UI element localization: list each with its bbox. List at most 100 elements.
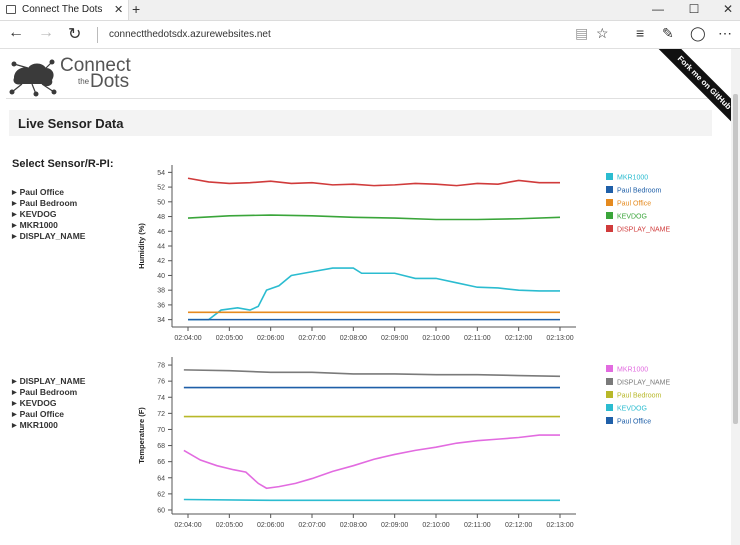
x-tick-label: 02:13:00 — [546, 335, 573, 342]
series-line — [183, 434, 560, 490]
header-divider — [6, 98, 712, 99]
logo-text-dots: Dots — [90, 71, 130, 92]
legend-swatch — [606, 404, 613, 411]
x-tick-label: 02:04:00 — [174, 522, 201, 529]
tab-bar: Connect The Dots ✕ + — ☐ ✕ — [0, 0, 740, 21]
legend-swatch — [606, 173, 613, 180]
series-line — [183, 498, 560, 502]
y-tick-label: 60 — [157, 507, 165, 514]
web-note-icon[interactable]: ✎ — [662, 25, 674, 41]
y-tick-label: 72 — [157, 411, 165, 418]
minimize-button[interactable]: — — [652, 2, 664, 16]
back-icon[interactable]: ← — [8, 24, 24, 41]
x-tick-label: 02:10:00 — [422, 335, 449, 342]
favorite-star-icon[interactable]: ☆ — [596, 25, 609, 41]
y-tick-label: 68 — [157, 443, 165, 450]
legend-label: KEVDOG — [617, 406, 647, 413]
legend-label: KEVDOG — [617, 214, 647, 221]
humidity-chart: 34 36 38 40 42 44 46 48 50 52 54 02:04:00 02:05:00 02… — [137, 165, 670, 342]
logo-text-small: the — [78, 77, 90, 86]
humidity-sensor-list: Paul Office Paul Bedroom KEVDOG MKR1000 … — [12, 188, 86, 243]
x-tick-label: 02:06:00 — [257, 335, 284, 342]
sensor-item[interactable]: DISPLAY_NAME — [12, 232, 86, 243]
browser-tab[interactable]: Connect The Dots ✕ — [0, 0, 129, 20]
y-tick-label: 64 — [157, 475, 165, 482]
forward-icon[interactable]: → — [38, 24, 54, 41]
x-tick-label: 02:12:00 — [505, 335, 532, 342]
legend-label: DISPLAY_NAME — [617, 227, 670, 234]
y-tick-label: 46 — [157, 229, 165, 236]
sensor-item[interactable]: MKR1000 — [12, 421, 85, 432]
logo-text: Connect — [60, 55, 131, 76]
legend-label: Paul Office — [617, 419, 651, 426]
y-tick-label: 54 — [157, 170, 165, 177]
temperature-sensor-list: DISPLAY_NAME Paul Bedroom KEVDOG Paul Of… — [12, 377, 86, 432]
tab-close-icon[interactable]: ✕ — [114, 4, 124, 16]
series-line — [187, 177, 560, 187]
y-tick-label: 70 — [157, 427, 165, 434]
sensor-select-label: Select Sensor/R-PI: — [12, 158, 114, 170]
x-tick-label: 02:07:00 — [298, 335, 325, 342]
y-tick-label: 52 — [157, 185, 165, 192]
x-tick-label: 02:09:00 — [381, 335, 408, 342]
url-field[interactable]: connectthedotsdx.azurewebsites.net — [109, 29, 271, 40]
x-tick-label: 02:09:00 — [381, 522, 408, 529]
legend-swatch — [606, 199, 613, 206]
legend-swatch — [606, 365, 613, 372]
page-title: Live Sensor Data — [18, 116, 124, 131]
x-tick-label: 02:12:00 — [505, 522, 532, 529]
section-header: Live Sensor Data — [9, 110, 712, 136]
reading-view-icon[interactable]: ▤ — [575, 25, 589, 41]
y-tick-label: 74 — [157, 395, 165, 402]
vertical-scrollbar[interactable] — [731, 49, 740, 545]
y-axis-label: Humidity (%) — [137, 223, 146, 269]
address-bar: ← → ↻ connectthedotsdx.azurewebsites.net… — [0, 21, 740, 49]
series-line — [188, 267, 560, 321]
more-icon[interactable]: ⋯ — [718, 25, 732, 41]
sensor-item[interactable]: KEVDOG — [12, 399, 85, 410]
hub-icon[interactable]: ≡ — [636, 25, 645, 41]
close-window-button[interactable]: ✕ — [722, 2, 734, 16]
x-tick-label: 02:10:00 — [422, 522, 449, 529]
y-tick-label: 36 — [157, 302, 165, 309]
sensor-item[interactable]: MKR1000 — [12, 221, 85, 232]
tab-title: Connect The Dots — [22, 4, 103, 15]
sensor-item[interactable]: Paul Office — [12, 410, 85, 421]
sensor-item[interactable]: Paul Bedroom — [12, 388, 85, 399]
maximize-button[interactable]: ☐ — [688, 2, 700, 16]
legend-label: Paul Bedroom — [617, 393, 662, 400]
y-tick-label: 50 — [157, 199, 165, 206]
x-tick-label: 02:04:00 — [174, 335, 201, 342]
y-axis-label: Temperature (F) — [137, 407, 146, 464]
logo-icon — [9, 59, 57, 97]
page-icon — [6, 5, 16, 14]
series-line — [183, 369, 561, 378]
sensor-item[interactable]: Paul Office — [12, 188, 85, 199]
legend-swatch — [606, 186, 613, 193]
sensor-item[interactable]: KEVDOG — [12, 210, 85, 221]
x-tick-label: 02:08:00 — [340, 522, 367, 529]
y-tick-label: 44 — [157, 244, 165, 251]
x-tick-label: 02:06:00 — [257, 522, 284, 529]
y-tick-label: 48 — [157, 214, 165, 221]
legend-label: MKR1000 — [617, 175, 648, 182]
legend-swatch — [606, 417, 613, 424]
legend-swatch — [606, 378, 613, 385]
y-tick-label: 78 — [157, 363, 165, 370]
y-tick-label: 34 — [157, 317, 165, 324]
scrollbar-thumb[interactable] — [733, 94, 738, 424]
x-tick-label: 02:07:00 — [298, 522, 325, 529]
legend-label: Paul Office — [617, 201, 651, 208]
x-tick-label: 02:13:00 — [546, 522, 573, 529]
url-divider — [97, 27, 98, 43]
share-icon[interactable]: ◯ — [690, 25, 706, 41]
x-tick-label: 02:08:00 — [340, 335, 367, 342]
y-tick-label: 62 — [157, 491, 165, 498]
refresh-icon[interactable]: ↻ — [68, 26, 82, 43]
sensor-item[interactable]: DISPLAY_NAME — [12, 377, 86, 388]
new-tab-button[interactable]: + — [132, 1, 141, 17]
legend-label: Paul Bedroom — [617, 188, 662, 195]
y-tick-label: 66 — [157, 459, 165, 466]
legend-swatch — [606, 225, 613, 232]
sensor-item[interactable]: Paul Bedroom — [12, 199, 85, 210]
